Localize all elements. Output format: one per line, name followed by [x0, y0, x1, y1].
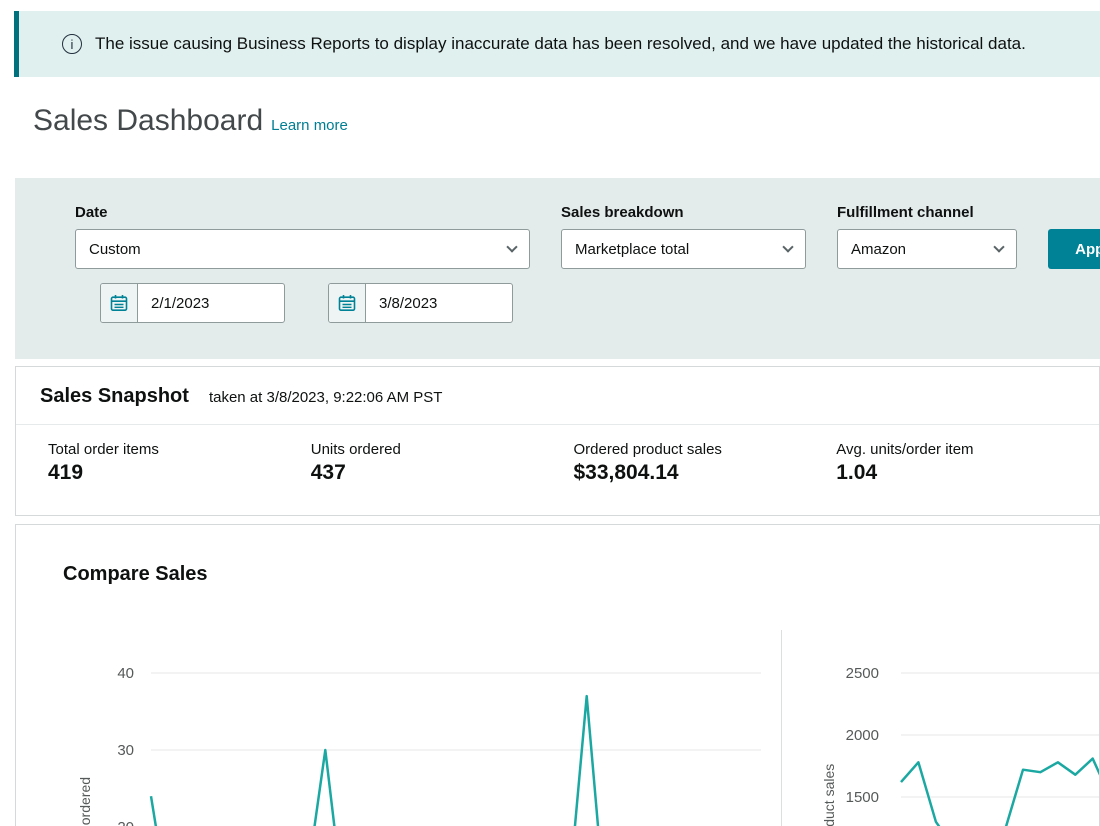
stat-total-order-items: Total order items 419 [48, 441, 311, 485]
calendar-button[interactable] [101, 284, 138, 322]
compare-sales-title: Compare Sales [63, 563, 208, 585]
stat-ordered-product-sales: Ordered product sales $33,804.14 [574, 441, 837, 485]
stat-units-ordered: Units ordered 437 [311, 441, 574, 485]
calendar-button[interactable] [329, 284, 366, 322]
svg-text:30: 30 [117, 742, 134, 759]
chevron-down-icon [782, 241, 794, 253]
page-title: Sales Dashboard [33, 104, 264, 137]
ordered-product-sales-chart: 2500 2000 1500 Ordered product sales [821, 665, 1099, 826]
stat-value: 1.04 [836, 461, 878, 484]
date-range-select[interactable]: Custom [75, 229, 530, 269]
filter-panel: Date Sales breakdown Fulfillment channel… [15, 178, 1100, 359]
svg-text:Ordered product sales: Ordered product sales [821, 764, 837, 826]
stat-label: Avg. units/order item [836, 441, 974, 458]
sales-breakdown-value: Marketplace total [575, 240, 690, 258]
fulfillment-channel-select[interactable]: Amazon [837, 229, 1017, 269]
fulfillment-channel-label: Fulfillment channel [837, 204, 974, 221]
svg-text:Units ordered: Units ordered [77, 777, 93, 826]
stat-avg-units-order-item: Avg. units/order item 1.04 [836, 441, 1099, 485]
chart-divider [781, 630, 782, 826]
calendar-icon [338, 295, 356, 312]
sales-snapshot-header: Sales Snapshot taken at 3/8/2023, 9:22:0… [16, 367, 1099, 425]
stat-label: Units ordered [310, 441, 401, 458]
charts-row: 40 30 20 Units ordered 2500 2000 1500 Ordered … [16, 630, 1099, 826]
page-header: Sales Dashboard Learn more [33, 103, 1100, 138]
stat-value: 437 [310, 461, 346, 484]
svg-text:1500: 1500 [846, 789, 879, 806]
date-filter-label: Date [75, 204, 108, 221]
sales-breakdown-label: Sales breakdown [561, 204, 684, 221]
date-range-value: Custom [89, 240, 141, 258]
end-date-value[interactable]: 3/8/2023 [379, 294, 438, 312]
stat-value: 419 [48, 461, 84, 484]
sales-snapshot-card: Sales Snapshot taken at 3/8/2023, 9:22:0… [15, 366, 1100, 516]
snapshot-stats-row: Total order items 419 Units ordered 437 … [16, 425, 1099, 515]
stat-value: $33,804.14 [573, 461, 679, 484]
fulfillment-channel-value: Amazon [851, 240, 907, 258]
date-inputs-row: 2/1/2023 3/8/2023 [100, 283, 1100, 323]
stat-label: Total order items [48, 441, 159, 458]
start-date-input[interactable]: 2/1/2023 [100, 283, 285, 323]
chevron-down-icon [506, 241, 518, 253]
sales-breakdown-select[interactable]: Marketplace total [561, 229, 806, 269]
calendar-icon [110, 295, 128, 312]
apply-button[interactable]: Apply [1048, 229, 1100, 269]
svg-text:40: 40 [117, 665, 134, 682]
info-icon: i [62, 34, 82, 54]
sales-snapshot-title: Sales Snapshot [40, 385, 189, 407]
end-date-input[interactable]: 3/8/2023 [328, 283, 513, 323]
svg-text:2500: 2500 [846, 665, 879, 682]
compare-sales-card: Compare Sales 40 30 20 Units ordered 2500 20… [15, 524, 1100, 826]
banner-text: The issue causing Business Reports to di… [95, 34, 1026, 53]
svg-text:20: 20 [117, 819, 134, 826]
stat-label: Ordered product sales [573, 441, 722, 458]
learn-more-link[interactable]: Learn more [271, 117, 348, 134]
start-date-value[interactable]: 2/1/2023 [151, 294, 210, 312]
snapshot-timestamp: taken at 3/8/2023, 9:22:06 AM PST [208, 389, 443, 406]
units-ordered-chart: 40 30 20 Units ordered [77, 665, 761, 826]
svg-text:2000: 2000 [846, 727, 879, 744]
chevron-down-icon [993, 241, 1005, 253]
notification-banner: i The issue causing Business Reports to … [14, 11, 1100, 77]
